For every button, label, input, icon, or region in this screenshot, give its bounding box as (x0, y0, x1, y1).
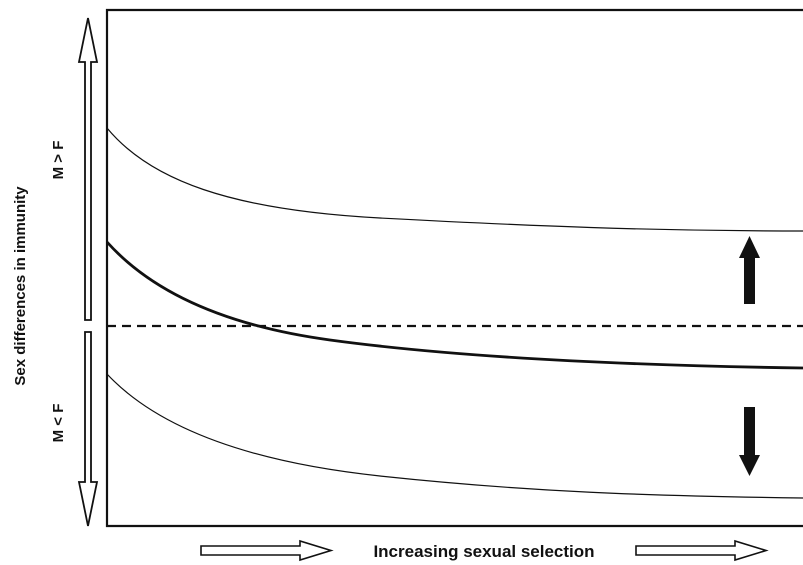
plot-frame (105, 8, 803, 528)
arrow-right-icon-right (635, 539, 769, 562)
y-axis-label: Sex differences in immunity (12, 186, 29, 386)
arrow-up-icon (739, 236, 760, 304)
arrow-down-icon (739, 407, 760, 476)
upper-region-label: M > F (50, 141, 67, 180)
upper-curve (106, 127, 803, 232)
x-axis-label: Increasing sexual selection (373, 542, 594, 561)
double-arrow-down-icon (77, 331, 99, 527)
lower-curve (106, 373, 803, 499)
lower-region-label: M < F (50, 404, 67, 443)
arrow-right-icon-left (200, 539, 334, 562)
double-arrow-up-icon (77, 17, 99, 321)
mean-curve (105, 241, 803, 370)
